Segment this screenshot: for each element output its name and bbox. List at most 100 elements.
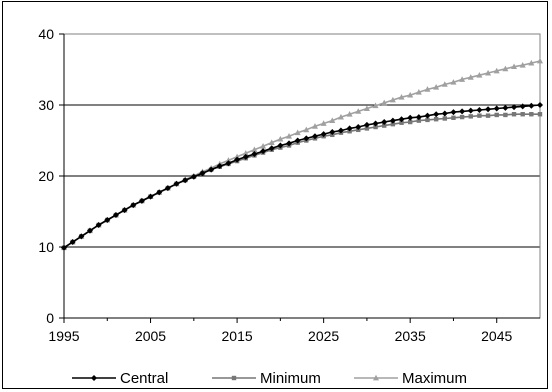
data-point-maximum [537, 57, 543, 64]
series-maximum [61, 57, 543, 251]
data-point-central [519, 103, 526, 110]
data-point-central [441, 110, 448, 117]
data-point-minimum [425, 117, 430, 123]
data-point-central [320, 131, 327, 138]
legend-item-maximum: Maximum [354, 370, 467, 387]
data-point-central [294, 137, 301, 144]
legend-label-central: Central [120, 370, 168, 387]
data-point-central [112, 212, 119, 219]
data-point-central [389, 117, 396, 124]
data-point-central [208, 166, 215, 173]
data-point-minimum [373, 124, 378, 130]
data-point-minimum [433, 117, 439, 122]
data-point-maximum [303, 126, 310, 133]
data-point-minimum [529, 112, 534, 117]
data-point-minimum [537, 112, 543, 117]
data-point-maximum [493, 67, 500, 74]
x-tick-label: 2015 [222, 328, 253, 344]
data-point-central [104, 217, 111, 224]
data-point-minimum [382, 123, 387, 128]
series-line-maximum [63, 60, 541, 249]
x-tick-label: 1995 [48, 328, 79, 344]
data-point-central [234, 156, 241, 163]
data-point-minimum [442, 116, 447, 121]
data-point-central [242, 153, 249, 160]
data-point-minimum [451, 115, 456, 120]
data-point-central [528, 102, 535, 109]
data-point-central [164, 185, 171, 192]
data-point-central [337, 127, 344, 134]
x-tick-labels: 1995 2005 2015 2025 2035 2045 [48, 328, 512, 344]
legend-item-minimum: Minimum [212, 370, 321, 387]
y-tick-label: 40 [38, 26, 54, 42]
data-point-central [78, 233, 85, 240]
x-tick-label: 2045 [481, 328, 512, 344]
legend-label-maximum: Maximum [402, 370, 467, 387]
data-point-central [346, 125, 353, 132]
data-point-maximum [372, 102, 379, 109]
data-point-central [95, 221, 102, 228]
data-point-maximum [242, 150, 249, 156]
legend-item-central: Central [72, 370, 168, 387]
data-point-maximum [519, 62, 526, 68]
y-tick-label: 0 [46, 310, 54, 326]
data-point-maximum [381, 99, 388, 106]
data-point-minimum [477, 113, 482, 118]
data-point-maximum [286, 133, 293, 139]
data-point-minimum [364, 126, 370, 131]
data-point-central [502, 104, 509, 111]
x-tick-label: 2035 [395, 328, 426, 344]
series-minimum [61, 112, 543, 250]
data-point-maximum [485, 69, 492, 76]
data-point-central [450, 109, 457, 116]
data-point-central [138, 197, 145, 204]
data-point-maximum [260, 142, 267, 149]
data-point-central [424, 112, 431, 119]
data-point-maximum [268, 139, 275, 146]
data-point-minimum [459, 114, 465, 120]
data-point-minimum [520, 112, 525, 117]
data-point-minimum [390, 121, 396, 127]
legend-marker-central [91, 375, 97, 381]
data-point-minimum [511, 112, 517, 117]
legend-marker-maximum [373, 374, 379, 381]
data-point-central [355, 124, 362, 131]
data-point-minimum [399, 120, 404, 125]
data-point-central [251, 150, 258, 157]
y-tick-label: 30 [38, 97, 54, 113]
data-point-central [61, 244, 67, 251]
data-point-maximum [424, 86, 431, 92]
data-point-central [225, 160, 232, 167]
data-point-maximum [311, 123, 318, 129]
data-point-central [69, 239, 76, 246]
data-point-central [86, 227, 93, 234]
data-point-maximum [528, 59, 535, 66]
gridlines [64, 104, 540, 248]
data-point-minimum [407, 119, 413, 125]
series-lines [61, 57, 543, 251]
data-point-central [433, 111, 440, 118]
data-point-central [407, 114, 414, 121]
data-point-maximum [502, 65, 509, 72]
data-point-central [286, 140, 293, 147]
x-tick-label: 2025 [308, 328, 339, 344]
data-point-maximum [234, 153, 241, 160]
series-central [61, 102, 543, 251]
data-point-central [199, 170, 206, 177]
data-point-central [329, 128, 336, 135]
data-point-central [459, 108, 466, 115]
data-point-minimum [503, 112, 508, 118]
data-point-maximum [476, 71, 483, 78]
data-point-maximum [441, 81, 448, 87]
y-tick-label: 10 [38, 239, 54, 255]
data-point-central [268, 145, 275, 152]
data-point-central [398, 116, 405, 123]
data-point-central [511, 104, 518, 111]
data-point-central [156, 189, 163, 196]
data-point-central [415, 114, 422, 121]
data-point-minimum [416, 118, 422, 123]
data-point-maximum [355, 108, 362, 114]
data-point-maximum [407, 91, 414, 98]
data-point-maximum [511, 63, 518, 70]
